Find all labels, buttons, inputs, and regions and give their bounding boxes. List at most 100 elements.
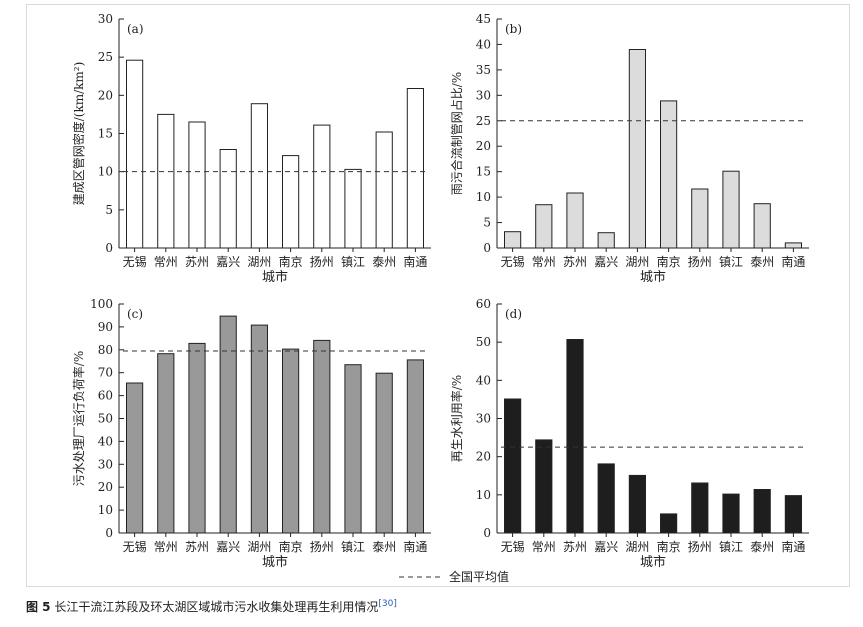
y-tick-label: 30 [98, 457, 113, 471]
y-tick-label: 5 [483, 216, 491, 230]
figure-caption: 图 5 长江干流江苏段及环太湖区域城市污水收集处理再生利用情况[30] [26, 598, 397, 615]
panel-label: (d) [505, 307, 522, 321]
x-tick-label: 南通 [781, 254, 805, 269]
bar-镇江 [344, 364, 362, 534]
bar-泰州 [753, 489, 771, 534]
bar-湖州 [250, 103, 269, 249]
bar-无锡 [126, 382, 144, 534]
bar-泰州 [375, 372, 393, 534]
bar-扬州 [313, 124, 331, 249]
bar-镇江 [722, 170, 740, 249]
y-tick-label: 20 [98, 88, 113, 102]
bar-南京 [282, 348, 300, 534]
figure-frame: 0 5 10 15 20 25 30 无锡 常州 苏州 嘉兴 湖州 南京 扬州 镇江 泰州 南通 城市 (a) 建成区… [26, 4, 850, 587]
x-tick-label: 常州 [532, 255, 556, 269]
x-tick-label: 南京 [657, 254, 681, 269]
bar-嘉兴 [597, 232, 615, 249]
y-tick-label: 45 [476, 12, 491, 26]
bar-苏州 [188, 121, 206, 249]
x-axis-label: 城市 [262, 554, 288, 570]
x-tick-label: 镇江 [341, 540, 365, 554]
y-tick-label: 30 [98, 12, 113, 26]
x-tick-label: 泰州 [372, 540, 396, 554]
x-tick-label: 嘉兴 [216, 255, 240, 269]
bar-扬州 [691, 188, 709, 249]
caption-text: 长江干流江苏段及环太湖区域城市污水收集处理再生利用情况 [54, 600, 379, 614]
bar-无锡 [504, 398, 522, 534]
bar-嘉兴 [219, 149, 237, 249]
x-tick-label: 湖州 [625, 539, 649, 554]
y-tick-label: 80 [98, 343, 113, 357]
bar-苏州 [566, 339, 584, 534]
caption-reference-link[interactable]: [30] [378, 599, 397, 609]
bar-湖州 [250, 324, 269, 534]
y-tick-label: 60 [476, 297, 491, 311]
y-tick-label: 60 [98, 389, 113, 403]
bar-泰州 [375, 131, 393, 249]
x-tick-label: 镇江 [719, 255, 743, 269]
y-tick-label: 20 [476, 450, 491, 464]
y-tick-label: 0 [105, 526, 113, 540]
x-tick-label: 泰州 [372, 255, 396, 269]
bar-南通 [784, 242, 802, 249]
y-tick-label: 30 [476, 88, 491, 102]
x-tick-label: 苏州 [563, 540, 587, 554]
bar-南通 [406, 359, 424, 534]
y-tick-label: 35 [476, 63, 491, 77]
y-tick-label: 30 [476, 412, 491, 426]
bar-南通 [406, 88, 424, 249]
x-tick-label: 扬州 [310, 254, 334, 269]
y-tick-label: 20 [476, 139, 491, 153]
x-tick-label: 南京 [279, 254, 303, 269]
panel-label: (b) [505, 22, 522, 36]
caption-figure-number: 图 5 [26, 600, 51, 614]
bar-镇江 [344, 168, 362, 249]
y-tick-label: 10 [476, 488, 491, 502]
x-tick-label: 泰州 [750, 540, 774, 554]
x-tick-label: 常州 [154, 255, 178, 269]
y-tick-label: 15 [476, 165, 491, 179]
x-tick-label: 泰州 [750, 255, 774, 269]
y-tick-label: 0 [483, 526, 491, 540]
x-tick-label: 南通 [781, 539, 805, 554]
bar-扬州 [691, 482, 709, 534]
y-tick-label: 5 [105, 203, 113, 217]
bar-镇江 [722, 493, 740, 534]
bar-南京 [282, 155, 300, 249]
bar-扬州 [313, 339, 331, 534]
x-tick-label: 苏州 [185, 540, 209, 554]
x-axis-label: 城市 [640, 269, 666, 285]
x-tick-label: 扬州 [688, 539, 712, 554]
y-tick-label: 20 [98, 480, 113, 494]
y-tick-label: 0 [105, 241, 113, 255]
y-tick-label: 15 [98, 127, 113, 141]
y-tick-label: 10 [98, 503, 113, 517]
y-tick-label: 40 [476, 37, 491, 51]
x-tick-label: 无锡 [123, 539, 147, 554]
y-tick-label: 40 [98, 434, 113, 448]
x-tick-label: 无锡 [123, 254, 147, 269]
y-tick-label: 70 [98, 366, 113, 380]
x-tick-label: 南京 [279, 539, 303, 554]
x-tick-label: 无锡 [501, 254, 525, 269]
x-tick-label: 无锡 [501, 539, 525, 554]
x-tick-label: 湖州 [625, 254, 649, 269]
bar-无锡 [126, 59, 144, 249]
bar-常州 [535, 439, 553, 534]
legend-label: 全国平均值 [449, 569, 509, 584]
bar-湖州 [628, 474, 646, 534]
x-tick-label: 湖州 [247, 539, 271, 554]
y-axis-label: 雨污合流制管网占比/% [449, 72, 464, 195]
y-tick-label: 40 [476, 373, 491, 387]
x-tick-label: 嘉兴 [216, 540, 240, 554]
x-axis-label: 城市 [262, 269, 288, 285]
y-tick-label: 50 [98, 412, 113, 426]
bar-南京 [660, 100, 678, 249]
x-tick-label: 扬州 [310, 539, 334, 554]
y-axis-label: 再生水利用率/% [449, 375, 464, 462]
x-tick-label: 南通 [403, 539, 427, 554]
panel-label: (a) [127, 22, 144, 36]
bar-常州 [157, 113, 175, 249]
x-tick-label: 常州 [154, 540, 178, 554]
